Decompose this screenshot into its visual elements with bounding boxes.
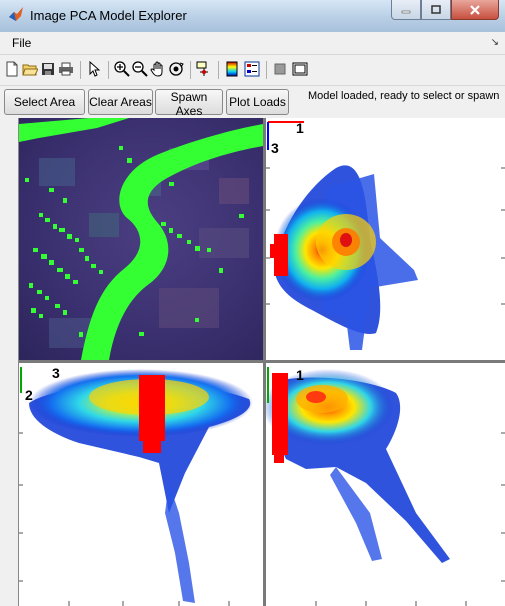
save-icon[interactable] [40,61,56,77]
controls-row: Select Area Clear Areas Spawn Axes Plot … [0,86,505,118]
zoom-in-icon[interactable] [114,61,130,77]
menu-bar: File ↘ [0,34,505,52]
plot-loads-button[interactable]: Plot Loads [226,89,289,115]
close-button[interactable] [451,0,499,20]
toolbar-separator [266,61,267,79]
scatter-panel-top-right[interactable]: 1 3 [266,118,505,360]
axis-label-y: 2 [25,387,33,403]
toolbar-separator [80,61,81,79]
new-file-icon[interactable] [4,61,20,77]
close-icon [470,4,480,15]
zoom-out-icon[interactable] [132,61,148,77]
minimize-button[interactable] [391,0,421,20]
scatter-panel-bottom-right[interactable]: 1 [266,363,505,606]
menubar-chevron-icon[interactable]: ↘ [490,37,499,48]
colorbar-icon[interactable] [224,61,240,77]
caption-buttons [391,0,499,20]
spawn-axes-button[interactable]: Spawn Axes [155,89,223,118]
clear-areas-button[interactable]: Clear Areas [88,89,153,115]
pan-icon[interactable] [150,61,166,77]
image-panel[interactable] [19,118,263,360]
data-cursor-icon[interactable] [196,61,212,77]
panel-divider-horizontal [19,360,505,363]
axis-label-x: 1 [296,120,304,136]
hide-plot-tools-icon[interactable] [272,61,288,77]
pointer-icon[interactable] [86,61,102,77]
open-folder-icon[interactable] [22,61,38,77]
select-area-button[interactable]: Select Area [4,89,85,115]
print-icon[interactable] [58,61,74,77]
scatter-panel-bottom-left[interactable]: 3 2 [19,363,263,606]
minimize-icon [401,10,411,13]
axis-label-y: 3 [271,140,279,156]
toolbar [0,54,505,86]
axis-label-x: 3 [52,365,60,381]
axis-label-x: 1 [296,367,304,383]
satellite-image[interactable] [19,118,263,360]
matlab-icon [9,7,23,21]
window-title: Image PCA Model Explorer [30,8,187,23]
status-text: Model loaded, ready to select or spawn [308,90,500,102]
legend-icon[interactable] [244,61,260,77]
maximize-button[interactable] [421,0,451,20]
show-plot-tools-icon[interactable] [292,61,308,77]
title-bar: Image PCA Model Explorer [0,0,505,32]
toolbar-separator [108,61,109,79]
toolbar-separator [190,61,191,79]
maximize-icon [431,5,441,14]
toolbar-separator [218,61,219,79]
menu-file[interactable]: File [12,36,32,50]
rotate-3d-icon[interactable] [168,61,184,77]
plot-area: 1 3 [18,118,505,606]
